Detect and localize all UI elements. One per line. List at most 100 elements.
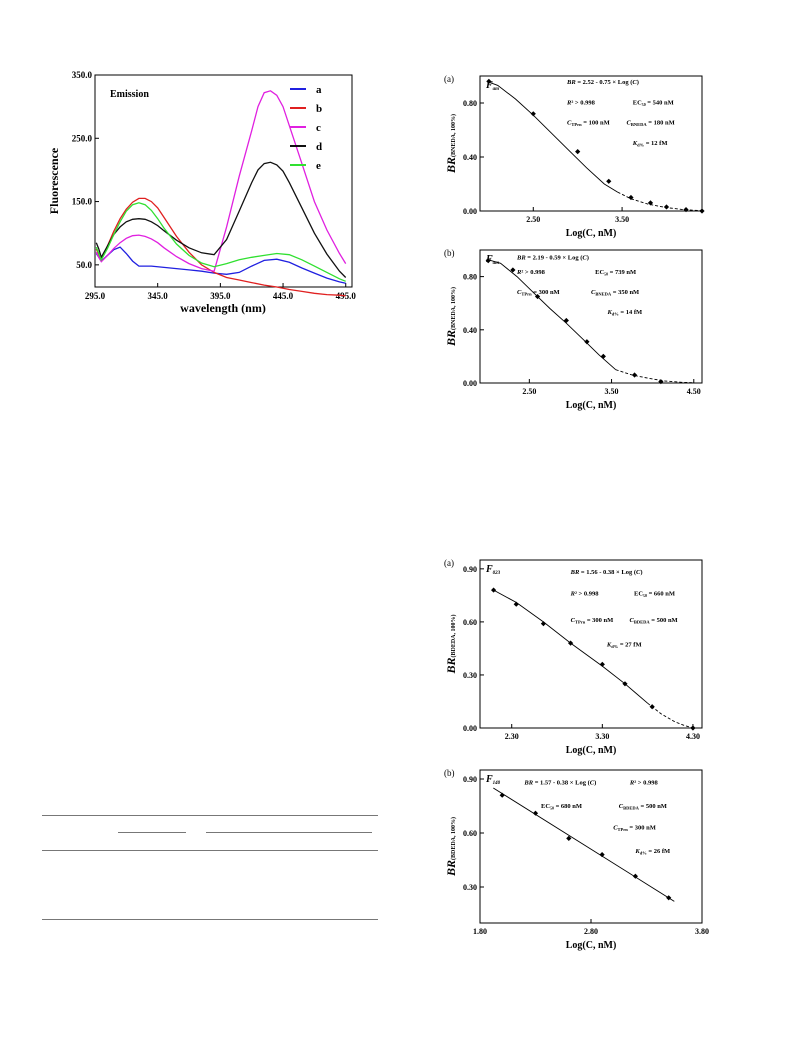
data-point <box>486 78 492 84</box>
table-sub-rule-1 <box>118 832 186 833</box>
fit-line <box>486 258 616 371</box>
data-point <box>606 178 612 184</box>
table-header-rule <box>42 850 378 851</box>
data-point <box>599 852 605 858</box>
panel-label: (b) <box>444 248 455 258</box>
annotation: BR = 2.52 - 0.75 × Log (C) <box>566 79 639 86</box>
xtick-label: 4.50 <box>687 387 701 396</box>
emission-series-d <box>95 161 347 278</box>
plot-frame <box>479 75 703 212</box>
ytick-label: 0.40 <box>463 153 477 162</box>
annotation: EC₅₀ = 660 nM <box>634 590 675 597</box>
annotation: BR = 1.57 - 0.38 × Log (C) <box>523 779 596 786</box>
fit-line-dashed <box>615 369 694 384</box>
annotation: R² > 0.998 <box>570 590 600 597</box>
data-point <box>584 339 590 345</box>
fit-line-dashed <box>617 191 703 212</box>
emission-ylabel: Fluorescence <box>47 147 61 214</box>
data-point <box>540 621 547 627</box>
annotation: R² > 0.998 <box>516 269 546 276</box>
fit-line <box>493 787 675 902</box>
ytick-label: 0.00 <box>463 207 477 216</box>
legend-label-d: d <box>316 141 322 153</box>
table-sub-rule-2 <box>206 832 372 833</box>
ylabel: BR(BDEDA, 100%) <box>444 817 458 877</box>
xtick-label: 3.50 <box>615 215 629 224</box>
data-point <box>563 317 569 324</box>
emission-xtick-label: 495.0 <box>336 291 357 301</box>
emission-title: Emission <box>110 89 149 100</box>
legend-label-e: e <box>316 160 321 172</box>
xtick-label: 2.80 <box>584 927 598 936</box>
br-chart-3: (a) F023 2.30 3.30 4.30 0.00 0.30 0.60 0.90 Log(C… <box>444 558 703 756</box>
fp-label: F023 <box>485 564 501 576</box>
xtick-label: 1.80 <box>473 927 487 936</box>
annotation: CBDEDA = 500 nM <box>630 617 678 625</box>
emission-ytick-label: 50.0 <box>76 260 92 270</box>
xtick-label: 3.80 <box>695 927 709 936</box>
ytick-label: 0.30 <box>463 671 477 680</box>
data-point <box>690 725 696 731</box>
xlabel: Log(C, nM) <box>566 228 617 239</box>
br-chart-1: (a) Fam 2.50 3.50 0.00 0.40 0.80 Log(C, nM) BR(B… <box>444 74 705 239</box>
ylabel: BR(BDEDA, 100%) <box>444 614 458 674</box>
annotation: Kd% = 14 fM <box>606 309 642 317</box>
xlabel: Log(C, nM) <box>566 745 617 756</box>
emission-chart: 295.0 345.0 395.0 445.0 495.0 50.0 150.0 250.0 3… <box>40 64 370 324</box>
data-point <box>631 372 638 378</box>
legend-label-c: c <box>316 122 321 134</box>
annotation: CTPrn = 300 nM <box>517 289 560 297</box>
panel-label: (a) <box>444 558 454 568</box>
emission-xtick-label: 395.0 <box>210 291 231 301</box>
annotation: Kd% = 12 fM <box>632 140 668 148</box>
br-chart-4: (b) F140 1.80 2.80 3.80 0.30 0.60 0.90 Log(C, nM… <box>444 768 709 951</box>
ylabel: BR(BNEDA, 100%) <box>444 287 458 347</box>
data-point <box>575 149 581 155</box>
emission-xtick-label: 445.0 <box>273 291 294 301</box>
emission-xtick-label: 345.0 <box>148 291 169 301</box>
xtick-label: 4.30 <box>686 732 700 741</box>
annotation: Kd% = 27 fM <box>606 642 642 650</box>
ytick-label: 0.40 <box>463 326 477 335</box>
annotation: CBNEDA = 180 nM <box>627 120 675 128</box>
plot-frame <box>479 559 703 729</box>
plot-frame <box>479 249 703 384</box>
xtick-label: 2.30 <box>505 732 519 741</box>
xlabel: Log(C, nM) <box>566 940 617 951</box>
annotation: EC₅₀ = 540 nM <box>633 99 674 106</box>
emission-xlabel: wavelength (nm) <box>180 301 266 315</box>
legend-label-b: b <box>316 103 322 115</box>
data-point <box>683 207 689 213</box>
table-bottom-rule <box>42 919 378 920</box>
data-point <box>599 661 605 667</box>
data-point <box>530 111 536 117</box>
ytick-label: 0.00 <box>463 724 477 733</box>
annotation: CBDEDA = 500 nM <box>619 803 667 811</box>
ylabel: BR(BNEDA, 100%) <box>444 114 458 174</box>
data-point <box>513 601 519 607</box>
emission-ytick-label: 250.0 <box>72 133 93 143</box>
data-point <box>649 704 655 710</box>
panel-label: (b) <box>444 768 455 778</box>
emission-ytick-label: 350.0 <box>72 70 93 80</box>
annotation: EC₅₀ = 739 nM <box>595 269 636 276</box>
ytick-label: 0.00 <box>463 379 477 388</box>
data-point <box>663 204 670 210</box>
xtick-label: 2.50 <box>526 215 540 224</box>
annotation: BR = 2.19 - 0.59 × Log (C) <box>516 254 589 261</box>
emission-series-c <box>95 90 347 272</box>
ytick-label: 0.60 <box>463 829 477 838</box>
data-point <box>666 895 672 901</box>
data-point <box>499 792 505 798</box>
data-point <box>568 640 574 646</box>
emission-series-e <box>95 202 346 282</box>
data-point <box>699 208 705 214</box>
table-top-rule <box>42 815 378 816</box>
annotation: CBNEDA = 350 nM <box>591 289 639 297</box>
fp-label: Fam <box>485 80 499 92</box>
ytick-label: 0.80 <box>463 99 477 108</box>
fit-line <box>486 80 618 193</box>
xtick-label: 3.30 <box>595 732 609 741</box>
emission-ytick-label: 150.0 <box>72 197 93 207</box>
